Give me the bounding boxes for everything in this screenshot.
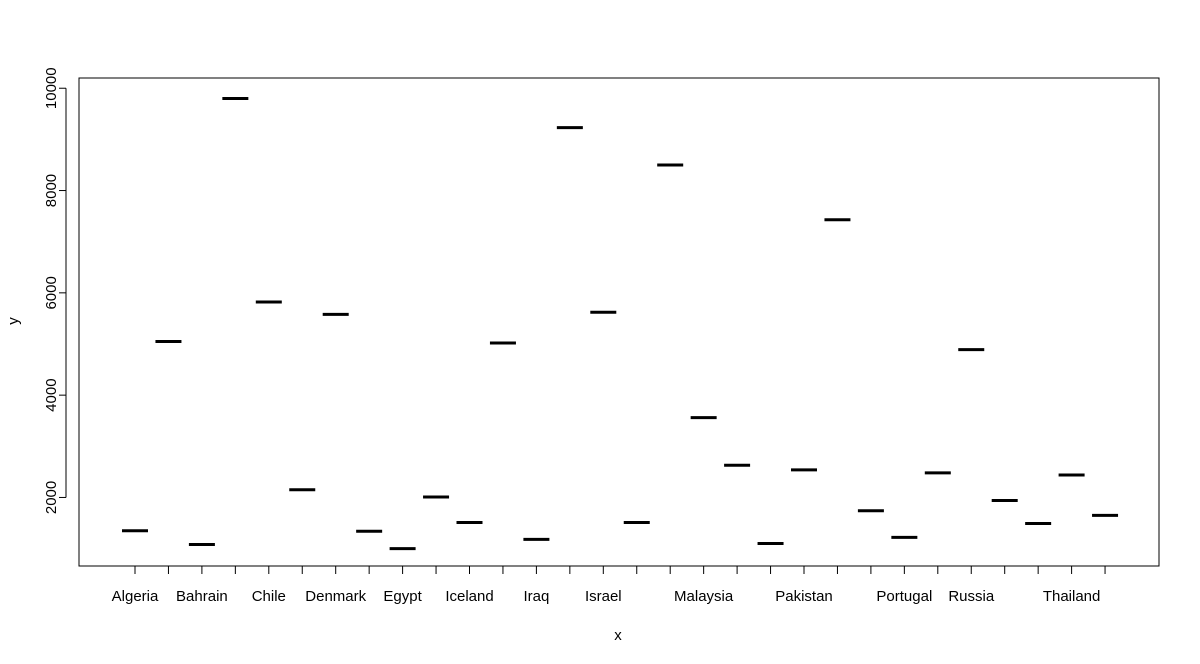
x-tick-label: Denmark bbox=[305, 588, 366, 605]
x-tick-label: Iceland bbox=[445, 588, 493, 605]
x-tick-label: Israel bbox=[585, 588, 622, 605]
x-tick-label: Portugal bbox=[876, 588, 932, 605]
y-tick-label: 8000 bbox=[43, 174, 60, 207]
x-tick-label: Iraq bbox=[523, 588, 549, 605]
x-tick-label: Russia bbox=[948, 588, 995, 605]
x-tick-label: Bahrain bbox=[176, 588, 228, 605]
x-axis-title: x bbox=[614, 627, 622, 644]
y-axis-title: y bbox=[5, 317, 22, 325]
y-tick-label: 6000 bbox=[43, 276, 60, 309]
y-tick-label: 2000 bbox=[43, 481, 60, 514]
plot-frame bbox=[78, 77, 1160, 567]
x-tick-label: Chile bbox=[252, 588, 286, 605]
y-tick-label: 4000 bbox=[43, 378, 60, 411]
x-tick-label: Thailand bbox=[1043, 588, 1101, 605]
x-tick-label: Egypt bbox=[383, 588, 422, 605]
y-tick-label: 10000 bbox=[43, 67, 60, 109]
x-tick-label: Pakistan bbox=[775, 588, 833, 605]
x-tick-label: Algeria bbox=[112, 588, 159, 605]
x-tick-label: Malaysia bbox=[674, 588, 734, 605]
